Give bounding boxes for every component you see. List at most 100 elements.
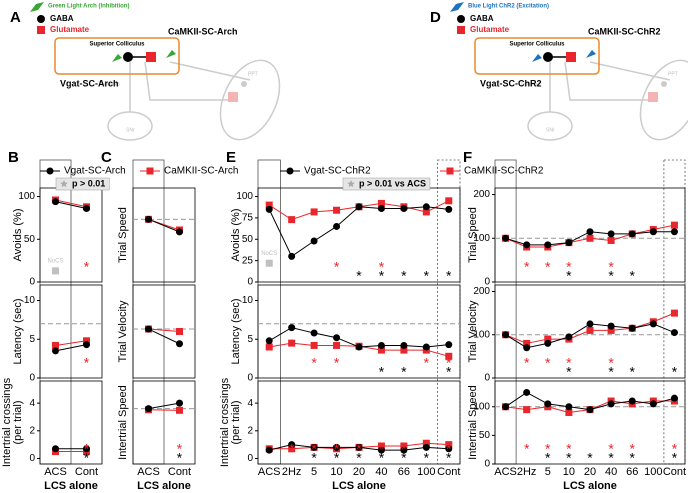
- structure: [527, 111, 573, 141]
- point: [310, 237, 318, 245]
- significance-star: *: [311, 441, 317, 457]
- significance-star: *: [446, 364, 452, 380]
- significance-star: *: [289, 441, 295, 457]
- plot-frame: [39, 380, 103, 465]
- y-tick-label: 5: [247, 334, 253, 345]
- significance-star: *: [424, 355, 430, 371]
- series-line: [148, 328, 180, 332]
- point: [565, 408, 573, 416]
- y-tick-label: 0: [29, 373, 35, 384]
- significance-star: *: [524, 441, 530, 457]
- x-tick-label: Cont: [75, 466, 98, 478]
- point: [83, 445, 90, 453]
- x-tick-label: Cont: [663, 466, 686, 478]
- y-tick-label: 0: [247, 277, 253, 288]
- point: [670, 394, 678, 402]
- point: [649, 400, 657, 408]
- point: [176, 340, 183, 348]
- y-tick-label: 2: [29, 425, 35, 436]
- x-tick-label: ACS: [494, 466, 517, 478]
- point: [586, 228, 594, 236]
- note-star: [60, 180, 68, 188]
- point: [400, 442, 408, 450]
- target: [228, 92, 238, 102]
- y-tick-label: 0: [247, 453, 253, 464]
- y-axis-label: Avoids (%): [230, 209, 242, 262]
- region-label: Superior Colliculus: [509, 42, 565, 48]
- significance-star: *: [672, 441, 678, 457]
- y-tick-label: 100: [18, 191, 35, 202]
- highlight-box: [437, 159, 461, 465]
- plot-frame: [257, 380, 461, 465]
- significance-star: *: [629, 268, 635, 284]
- point: [670, 228, 678, 236]
- significance-star: *: [446, 450, 452, 466]
- pathway: [129, 61, 251, 112]
- significance-star: *: [334, 441, 340, 457]
- point: [670, 309, 678, 317]
- point: [377, 341, 385, 349]
- point: [422, 443, 430, 451]
- baseline-box: [494, 159, 517, 465]
- significance-star: *: [379, 450, 385, 466]
- significance-star: *: [356, 441, 362, 457]
- point: [310, 329, 318, 337]
- point: [265, 337, 273, 345]
- point: [422, 208, 430, 216]
- point: [145, 215, 152, 223]
- y-tick-label: 4: [247, 398, 253, 409]
- point: [355, 203, 363, 211]
- point: [83, 337, 90, 345]
- point: [445, 445, 453, 453]
- significance-star: *: [177, 450, 183, 466]
- point: [628, 230, 636, 238]
- legend-marker: [46, 167, 54, 175]
- point: [422, 439, 430, 447]
- legend-label: Vgat-SC-Arch: [64, 166, 126, 177]
- x-tick-label: Cont: [437, 466, 460, 478]
- point: [422, 203, 430, 211]
- plot-frame: [494, 380, 686, 465]
- significance-star: *: [608, 364, 614, 380]
- point: [333, 341, 341, 349]
- point: [628, 397, 636, 405]
- point: [607, 230, 615, 238]
- point: [83, 205, 90, 213]
- significance-star: *: [379, 268, 385, 284]
- point: [145, 325, 152, 333]
- significance-star: *: [334, 450, 340, 466]
- structure-label: Thalamus: [98, 81, 120, 87]
- light-icon: [450, 2, 464, 12]
- point: [670, 329, 678, 337]
- y-axis-label: Trial Velocity: [467, 300, 479, 362]
- y-tick-label: 0: [29, 453, 35, 464]
- plot-frame: [132, 284, 196, 379]
- significance-star: *: [401, 450, 407, 466]
- significance-star: *: [356, 450, 362, 466]
- point: [586, 406, 594, 414]
- point: [544, 400, 552, 408]
- significance-star: *: [566, 364, 572, 380]
- point: [310, 443, 318, 451]
- significance-star: *: [545, 450, 551, 466]
- x-axis-label: LCS alone: [137, 480, 191, 492]
- point: [649, 228, 657, 236]
- series-line: [55, 344, 87, 352]
- glut-icon: [37, 26, 45, 34]
- significance-star: *: [608, 441, 614, 457]
- y-tick-label: 100: [473, 329, 490, 340]
- point: [628, 324, 636, 332]
- neuron: [566, 52, 576, 62]
- significance-star: *: [446, 441, 452, 457]
- point: [586, 320, 594, 328]
- y-axis-label: Intertrial crossings: [219, 377, 231, 467]
- legend-note: p > 0.01: [72, 178, 105, 188]
- nocs-label: NoCS: [47, 258, 63, 264]
- significance-star: *: [566, 450, 572, 466]
- x-tick-label: 2Hz: [282, 466, 302, 478]
- point: [52, 445, 59, 453]
- significance-star: *: [311, 355, 317, 371]
- panel-letter: C: [101, 149, 112, 166]
- point: [607, 322, 615, 330]
- point: [377, 446, 385, 454]
